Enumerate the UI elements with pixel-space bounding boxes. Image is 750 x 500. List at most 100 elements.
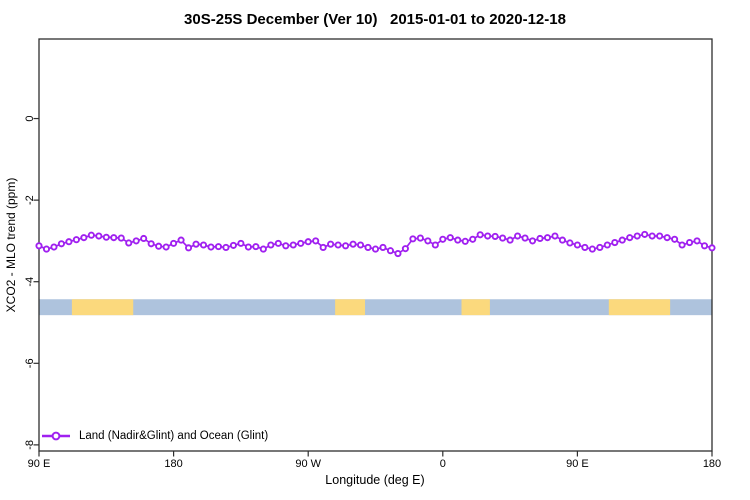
y-axis: 0 -2 -4 -6 -8 [24, 115, 39, 450]
data-point [379, 243, 387, 251]
data-point [229, 241, 237, 249]
data-point [177, 236, 185, 244]
data-point [192, 240, 200, 248]
data-point [117, 234, 125, 242]
data-point [50, 243, 58, 251]
data-point [551, 232, 559, 240]
x-tick-label: 90 W [295, 458, 321, 470]
data-point [72, 236, 80, 244]
data-point [356, 241, 365, 249]
data-point [611, 239, 619, 247]
data-point [244, 243, 252, 251]
data-point [671, 235, 679, 243]
data-point [588, 245, 596, 253]
data-point [656, 232, 664, 240]
data-point [132, 237, 140, 245]
data-point [439, 235, 447, 243]
data-point [536, 234, 544, 243]
data-point [693, 237, 701, 245]
data-point [214, 243, 223, 251]
data-point [566, 239, 574, 247]
data-point [364, 243, 372, 251]
land-band-segment [335, 299, 366, 316]
data-point [80, 234, 88, 242]
x-axis: 90 E 180 90 W 0 90 E 180 [28, 451, 721, 470]
data-point [207, 243, 215, 251]
data-point [573, 241, 581, 249]
data-point [327, 240, 335, 248]
data-point [65, 238, 73, 246]
legend-label: Land (Nadir&Glint) and Ocean (Glint) [79, 430, 269, 442]
data-point [371, 245, 380, 253]
data-point [484, 232, 492, 240]
data-point [274, 239, 282, 247]
data-point [409, 235, 417, 243]
data-point [686, 239, 694, 247]
data-point [110, 234, 118, 242]
surface-band [39, 299, 712, 316]
data-point [170, 239, 178, 247]
y-tick-label: -6 [24, 358, 36, 368]
data-point [618, 236, 626, 244]
data-point [140, 234, 148, 243]
x-tick-label: 180 [703, 458, 721, 470]
land-band-segment [608, 299, 671, 316]
data-point [162, 243, 170, 251]
data-point [155, 242, 163, 250]
y-tick-label: 0 [24, 115, 36, 121]
data-point [342, 242, 350, 250]
data-point [543, 234, 552, 242]
data-point [431, 241, 439, 249]
data-point [514, 232, 522, 240]
data-point [663, 234, 671, 242]
data-point [349, 240, 357, 248]
data-point [581, 243, 589, 251]
data-point [57, 240, 65, 248]
data-point [42, 245, 51, 253]
data-point [596, 243, 604, 251]
y-tick-label: -2 [24, 195, 36, 205]
data-point [237, 239, 245, 247]
data-point [633, 232, 641, 240]
data-point [558, 236, 566, 244]
data-point [319, 243, 327, 251]
data-point [528, 237, 537, 245]
data-point [312, 237, 320, 245]
data-point [461, 237, 469, 245]
legend-marker-icon [42, 431, 70, 441]
data-point [297, 239, 305, 247]
ocean-band-segment [39, 299, 712, 316]
data-point [35, 242, 43, 250]
data-point [394, 250, 402, 258]
data-point [125, 239, 133, 247]
data-point [469, 235, 477, 243]
data-point [199, 241, 208, 249]
data-point [401, 245, 409, 253]
data-point [147, 240, 155, 248]
data-point [506, 236, 514, 244]
land-band-segment [71, 299, 134, 316]
chart-title: 30S-25S December (Ver 10) 2015-01-01 to … [184, 11, 566, 28]
legend: Land (Nadir&Glint) and Ocean (Glint) [41, 428, 268, 444]
data-point [334, 241, 342, 249]
data-point [641, 230, 649, 238]
y-tick-label: -8 [24, 440, 36, 450]
data-point [648, 232, 656, 240]
data-point [491, 232, 499, 240]
data-point [700, 242, 709, 250]
data-point [304, 238, 312, 246]
data-point [222, 243, 230, 251]
data-point [386, 247, 395, 255]
data-point [87, 231, 95, 239]
data-point [282, 242, 290, 250]
data-point [259, 245, 267, 253]
data-point [252, 243, 260, 251]
data-point [424, 237, 432, 245]
data-point [476, 231, 484, 239]
x-tick-label: 180 [164, 458, 182, 470]
data-point [678, 241, 686, 249]
data-point [185, 244, 193, 252]
data-point [95, 232, 103, 240]
